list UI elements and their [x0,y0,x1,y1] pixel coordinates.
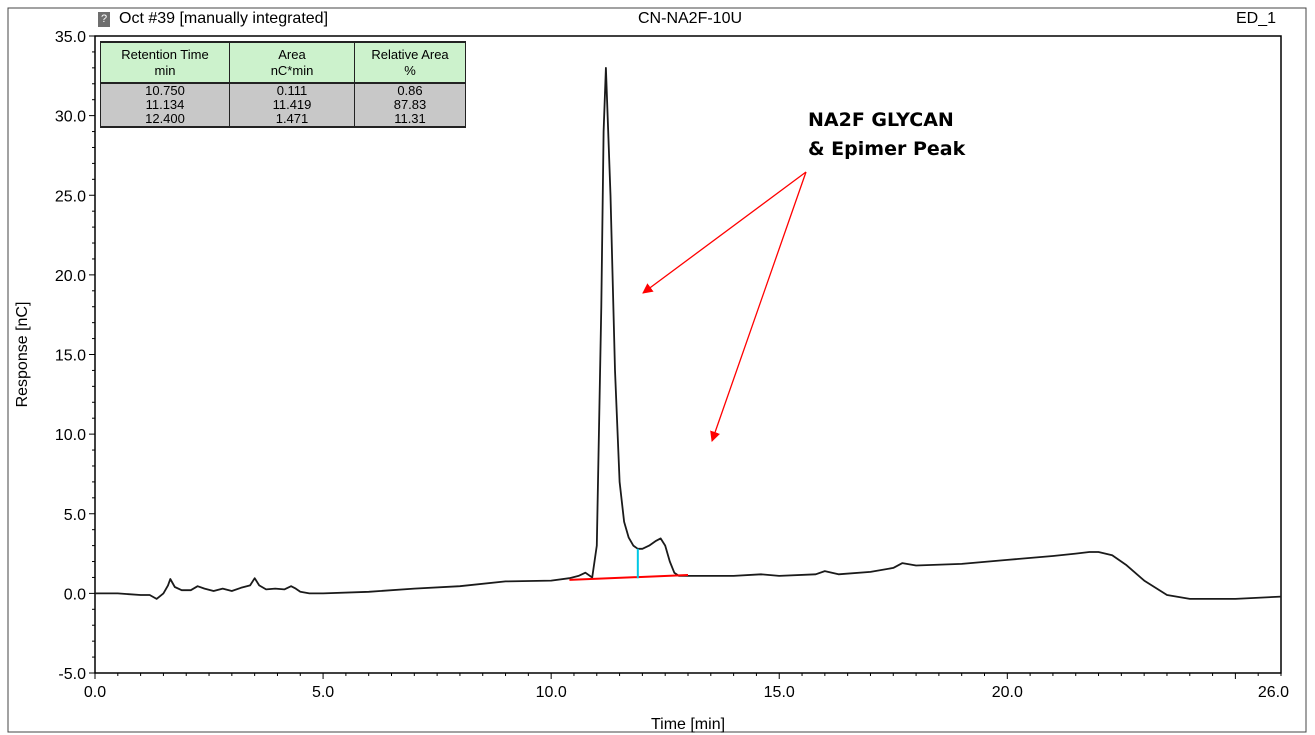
plot-frame [94,35,1282,674]
peak-annotation: NA2F GLYCAN & Epimer Peak [808,106,965,164]
column-header-relative-area: Relative Area% [354,41,466,84]
table-row: 11.134 11.419 87.83 [100,98,466,112]
y-tick-label: 10.0 [55,427,86,444]
x-tick-label: 5.0 [312,684,334,701]
table-cell: 1.471 [229,112,355,128]
x-tick-label: 10.0 [536,684,567,701]
y-tick-label: 35.0 [55,29,86,46]
channel-label: ED_1 [1236,10,1277,27]
column-header-retention-time: Retention Time min [100,41,230,84]
y-tick-label: -5.0 [58,666,86,683]
y-tick-label: 15.0 [55,348,86,365]
table-cell: 11.134 [100,98,230,112]
x-tick-label: 26.0 [1258,684,1289,701]
chromatogram-trace [95,67,1282,600]
chart-title: CN-NA2F-10U [638,10,743,27]
y-tick-label: 25.0 [55,188,86,205]
table-cell: 11.419 [229,98,355,112]
question-icon[interactable]: ? [98,12,110,27]
annotation-arrow [642,171,807,294]
x-tick-label: 0.0 [84,684,106,701]
annotation-line-2: & Epimer Peak [808,138,966,160]
y-tick-label: 30.0 [55,109,86,126]
x-tick-label: 20.0 [992,684,1023,701]
annotation-arrow [710,171,807,442]
table-cell: 10.750 [100,83,230,98]
x-tick-label: 15.0 [764,684,795,701]
table-cell: 12.400 [100,112,230,128]
y-tick-label: 0.0 [64,586,86,603]
window-frame [7,7,1307,733]
table-cell: 11.31 [354,112,466,128]
table-cell: 87.83 [354,98,466,112]
annotation-arrows [642,171,807,442]
x-axis-label: Time [min] [651,716,725,733]
table-cell: 0.111 [229,83,355,98]
y-tick-label: 20.0 [55,268,86,285]
annotation-line-1: NA2F GLYCAN [808,109,954,131]
column-header-area: Area nC*min [229,41,355,84]
table-cell: 0.86 [354,83,466,98]
series [95,67,1282,600]
ticks: 35.030.025.020.015.010.05.00.0-5.00.0 5.0… [55,29,1289,701]
chromatogram-name: Oct #39 [manually integrated] [119,10,329,27]
integration-baseline [569,574,689,581]
table-row: 12.400 1.471 11.31 [100,112,466,128]
y-axis-label: Response [nC] [14,302,31,408]
peak-table: Retention Time min Area nC*min Relative Ar… [100,41,466,128]
table-row: 10.750 0.111 0.86 [100,83,466,98]
y-tick-label: 5.0 [64,507,86,524]
